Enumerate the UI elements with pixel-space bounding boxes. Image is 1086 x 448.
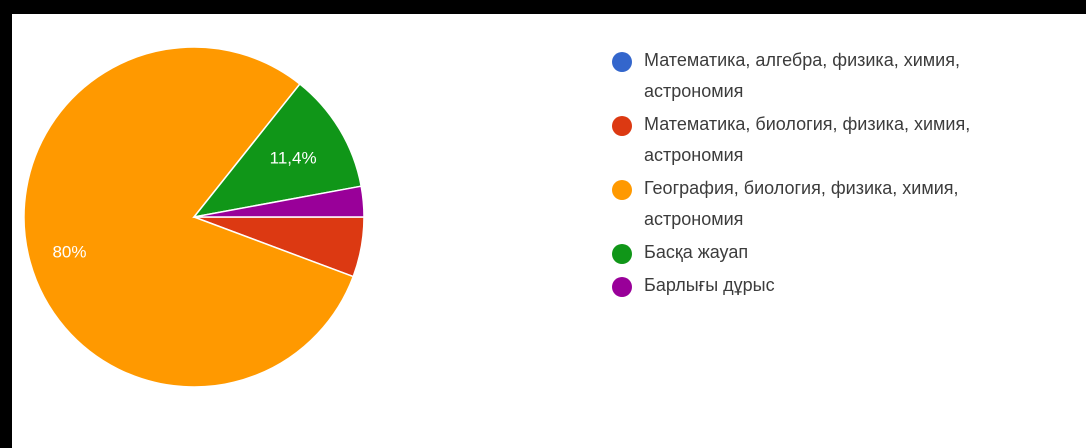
pie-slice[interactable] [193, 185, 365, 218]
legend-label: Барлығы дұрыс [644, 275, 775, 295]
legend-swatch [612, 116, 632, 136]
legend-label: География, биология, физика, химия, астр… [644, 178, 959, 229]
slice-data-label: 11,4% [270, 149, 317, 168]
pie-slice[interactable] [192, 82, 363, 219]
pie-chart: 80% 11,4% [23, 46, 365, 388]
legend-swatch [612, 180, 632, 200]
legend-item[interactable]: Математика, биология, физика, химия, аст… [612, 114, 1072, 171]
legend-label: Математика, алгебра, физика, химия, астр… [644, 50, 960, 101]
chart-legend: Математика, алгебра, физика, химия, астр… [612, 50, 1072, 308]
legend-item[interactable]: Математика, алгебра, физика, химия, астр… [612, 50, 1072, 107]
legend-swatch [612, 244, 632, 264]
slice-data-label: 80% [52, 242, 86, 261]
legend-label: Математика, биология, физика, химия, аст… [644, 114, 971, 165]
legend-swatch [612, 277, 632, 297]
pie-slice[interactable] [23, 46, 355, 388]
chart-container: 80% 11,4% Математика, алгебра, физика, хи… [12, 14, 1086, 448]
legend-swatch [612, 52, 632, 72]
legend-label: Басқа жауап [644, 242, 749, 262]
legend-item[interactable]: География, биология, физика, химия, астр… [612, 178, 1072, 235]
legend-item[interactable]: Барлығы дұрыс [612, 275, 1072, 301]
legend-item[interactable]: Басқа жауап [612, 242, 1072, 268]
